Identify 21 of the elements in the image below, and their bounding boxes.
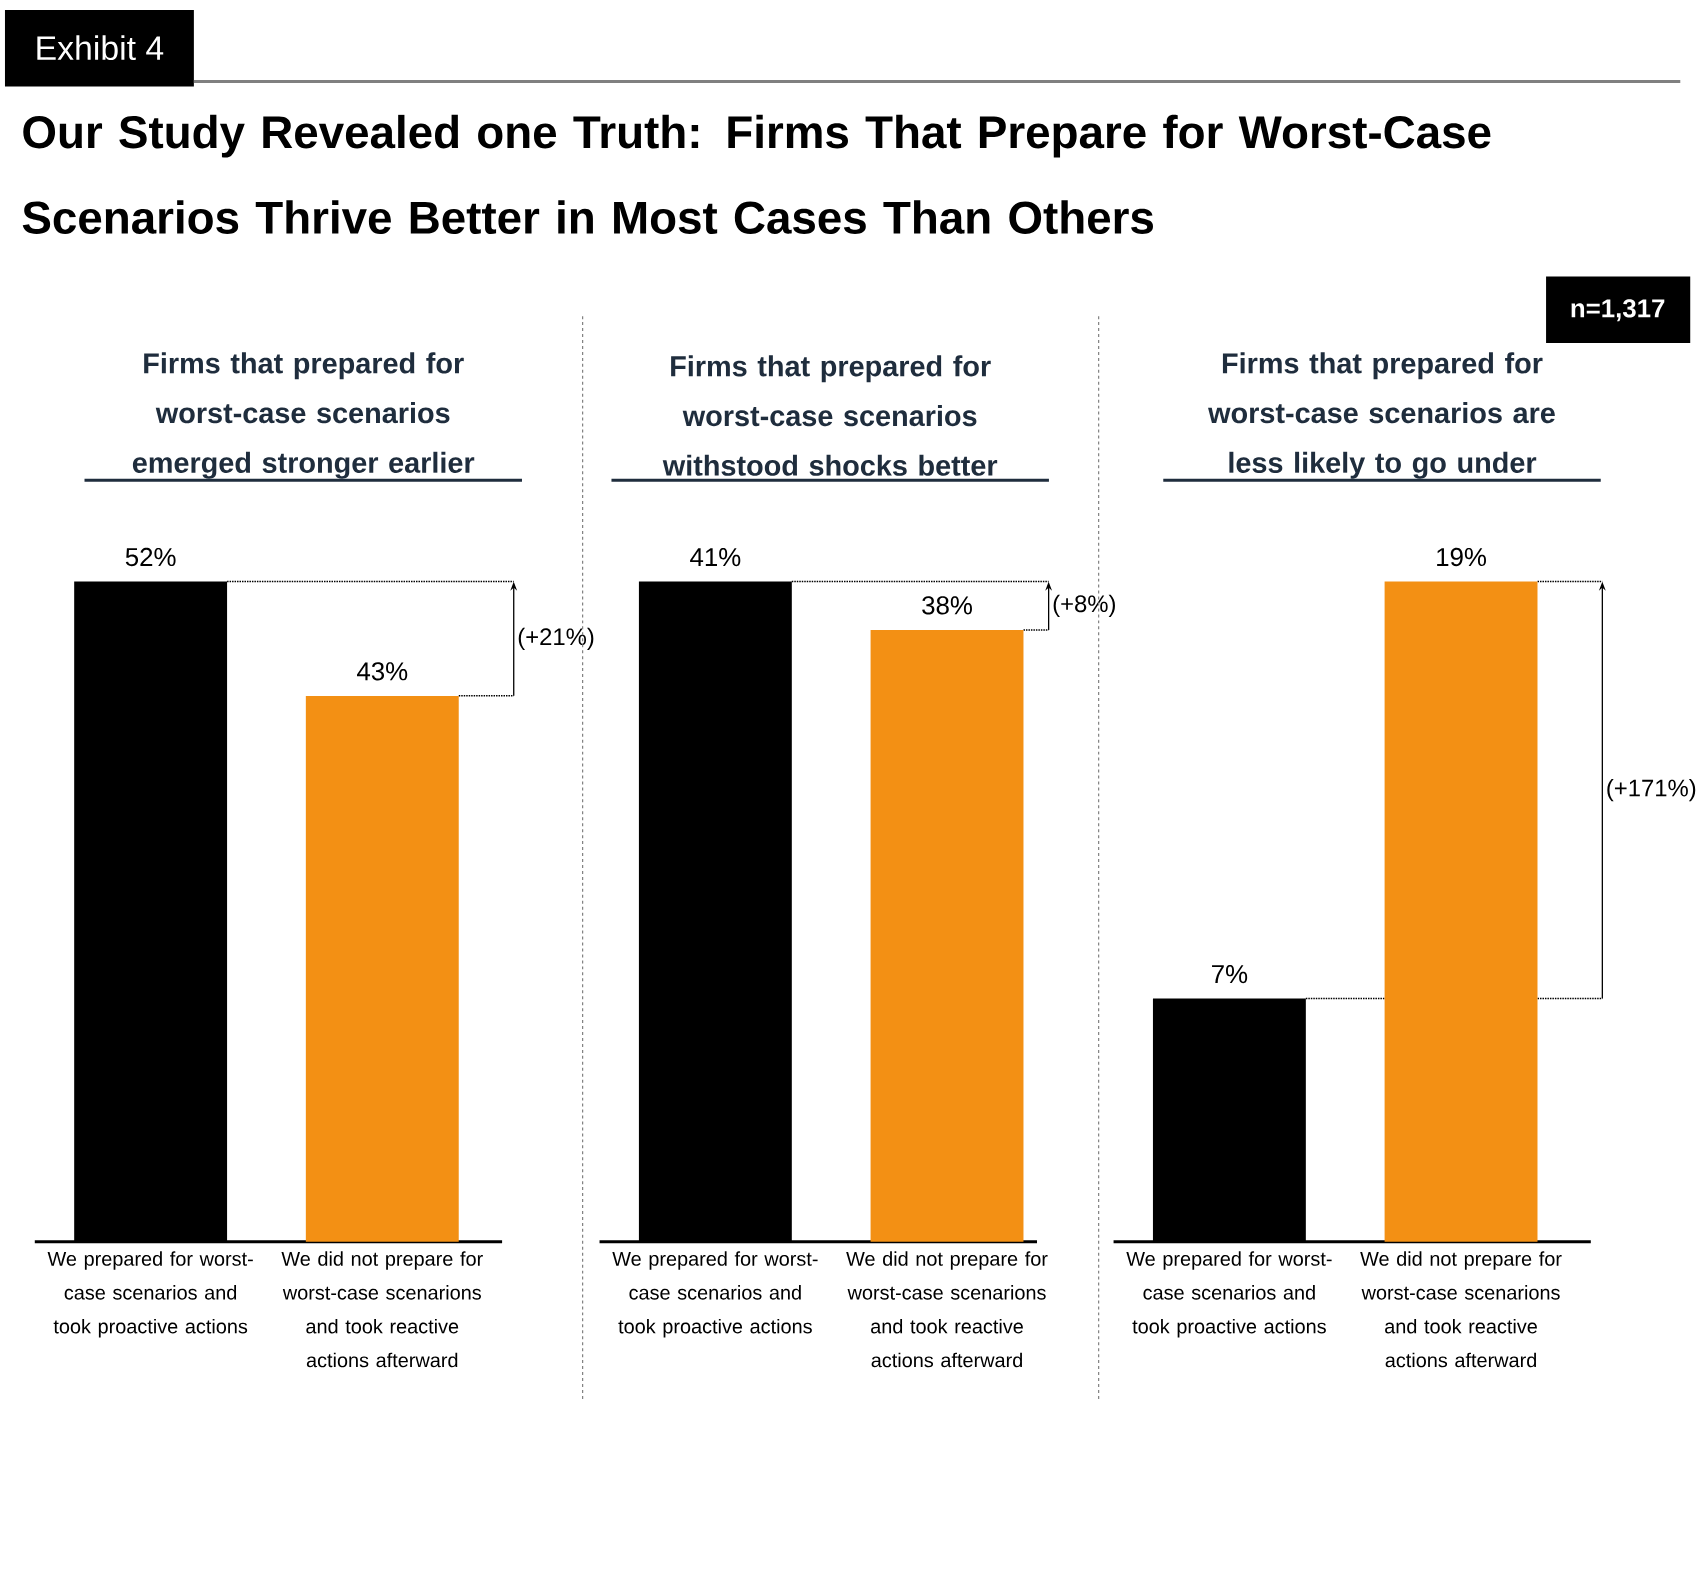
chart-title: Firms that prepared for worst-case scenarios are less likely to go under <box>1208 352 1555 479</box>
x-tick-label: We did not prepare for worst-case scenarions and took reactive actions afterward <box>281 1251 483 1368</box>
data-label: 7% <box>1212 965 1248 984</box>
data-label: 38% <box>922 596 972 615</box>
text: Our Study Revealed one Truth: Firms That Prepare for Worst-Case Scenarios Thrive Better in Most Cases Than Others <box>22 114 1491 234</box>
text: (+21%) <box>518 627 594 650</box>
text: Exhibit 4 <box>37 35 164 61</box>
x-tick-label: We prepared for worst-case scenarios and took proactive actions <box>47 1251 253 1338</box>
annotation: (+8%) <box>1053 594 1115 617</box>
x-tick-label: We prepared for worst-case scenarios and took proactive actions <box>1126 1251 1332 1338</box>
data-label: 19% <box>1437 547 1486 567</box>
data-label: 41% <box>690 548 741 567</box>
text: n=1,317 <box>1571 299 1665 322</box>
x-tick-label: We did not prepare for worst-case scenarions and took reactive actions afterward <box>846 1251 1048 1368</box>
x-tick-label: We prepared for worst-case scenarios and took proactive actions <box>612 1251 818 1338</box>
data-label: 43% <box>357 662 408 681</box>
x-tick-label: We did not prepare for worst-case scenarions and took reactive actions afterward <box>1360 1251 1562 1368</box>
data-label: 52% <box>125 547 176 567</box>
text: (+171%) <box>1607 779 1696 802</box>
chart-title: Firms that prepared for worst-case scenarios emerged stronger earlier <box>132 352 475 479</box>
chart-title: Firms that prepared for worst-case scenarios withstood shocks better <box>662 355 998 476</box>
